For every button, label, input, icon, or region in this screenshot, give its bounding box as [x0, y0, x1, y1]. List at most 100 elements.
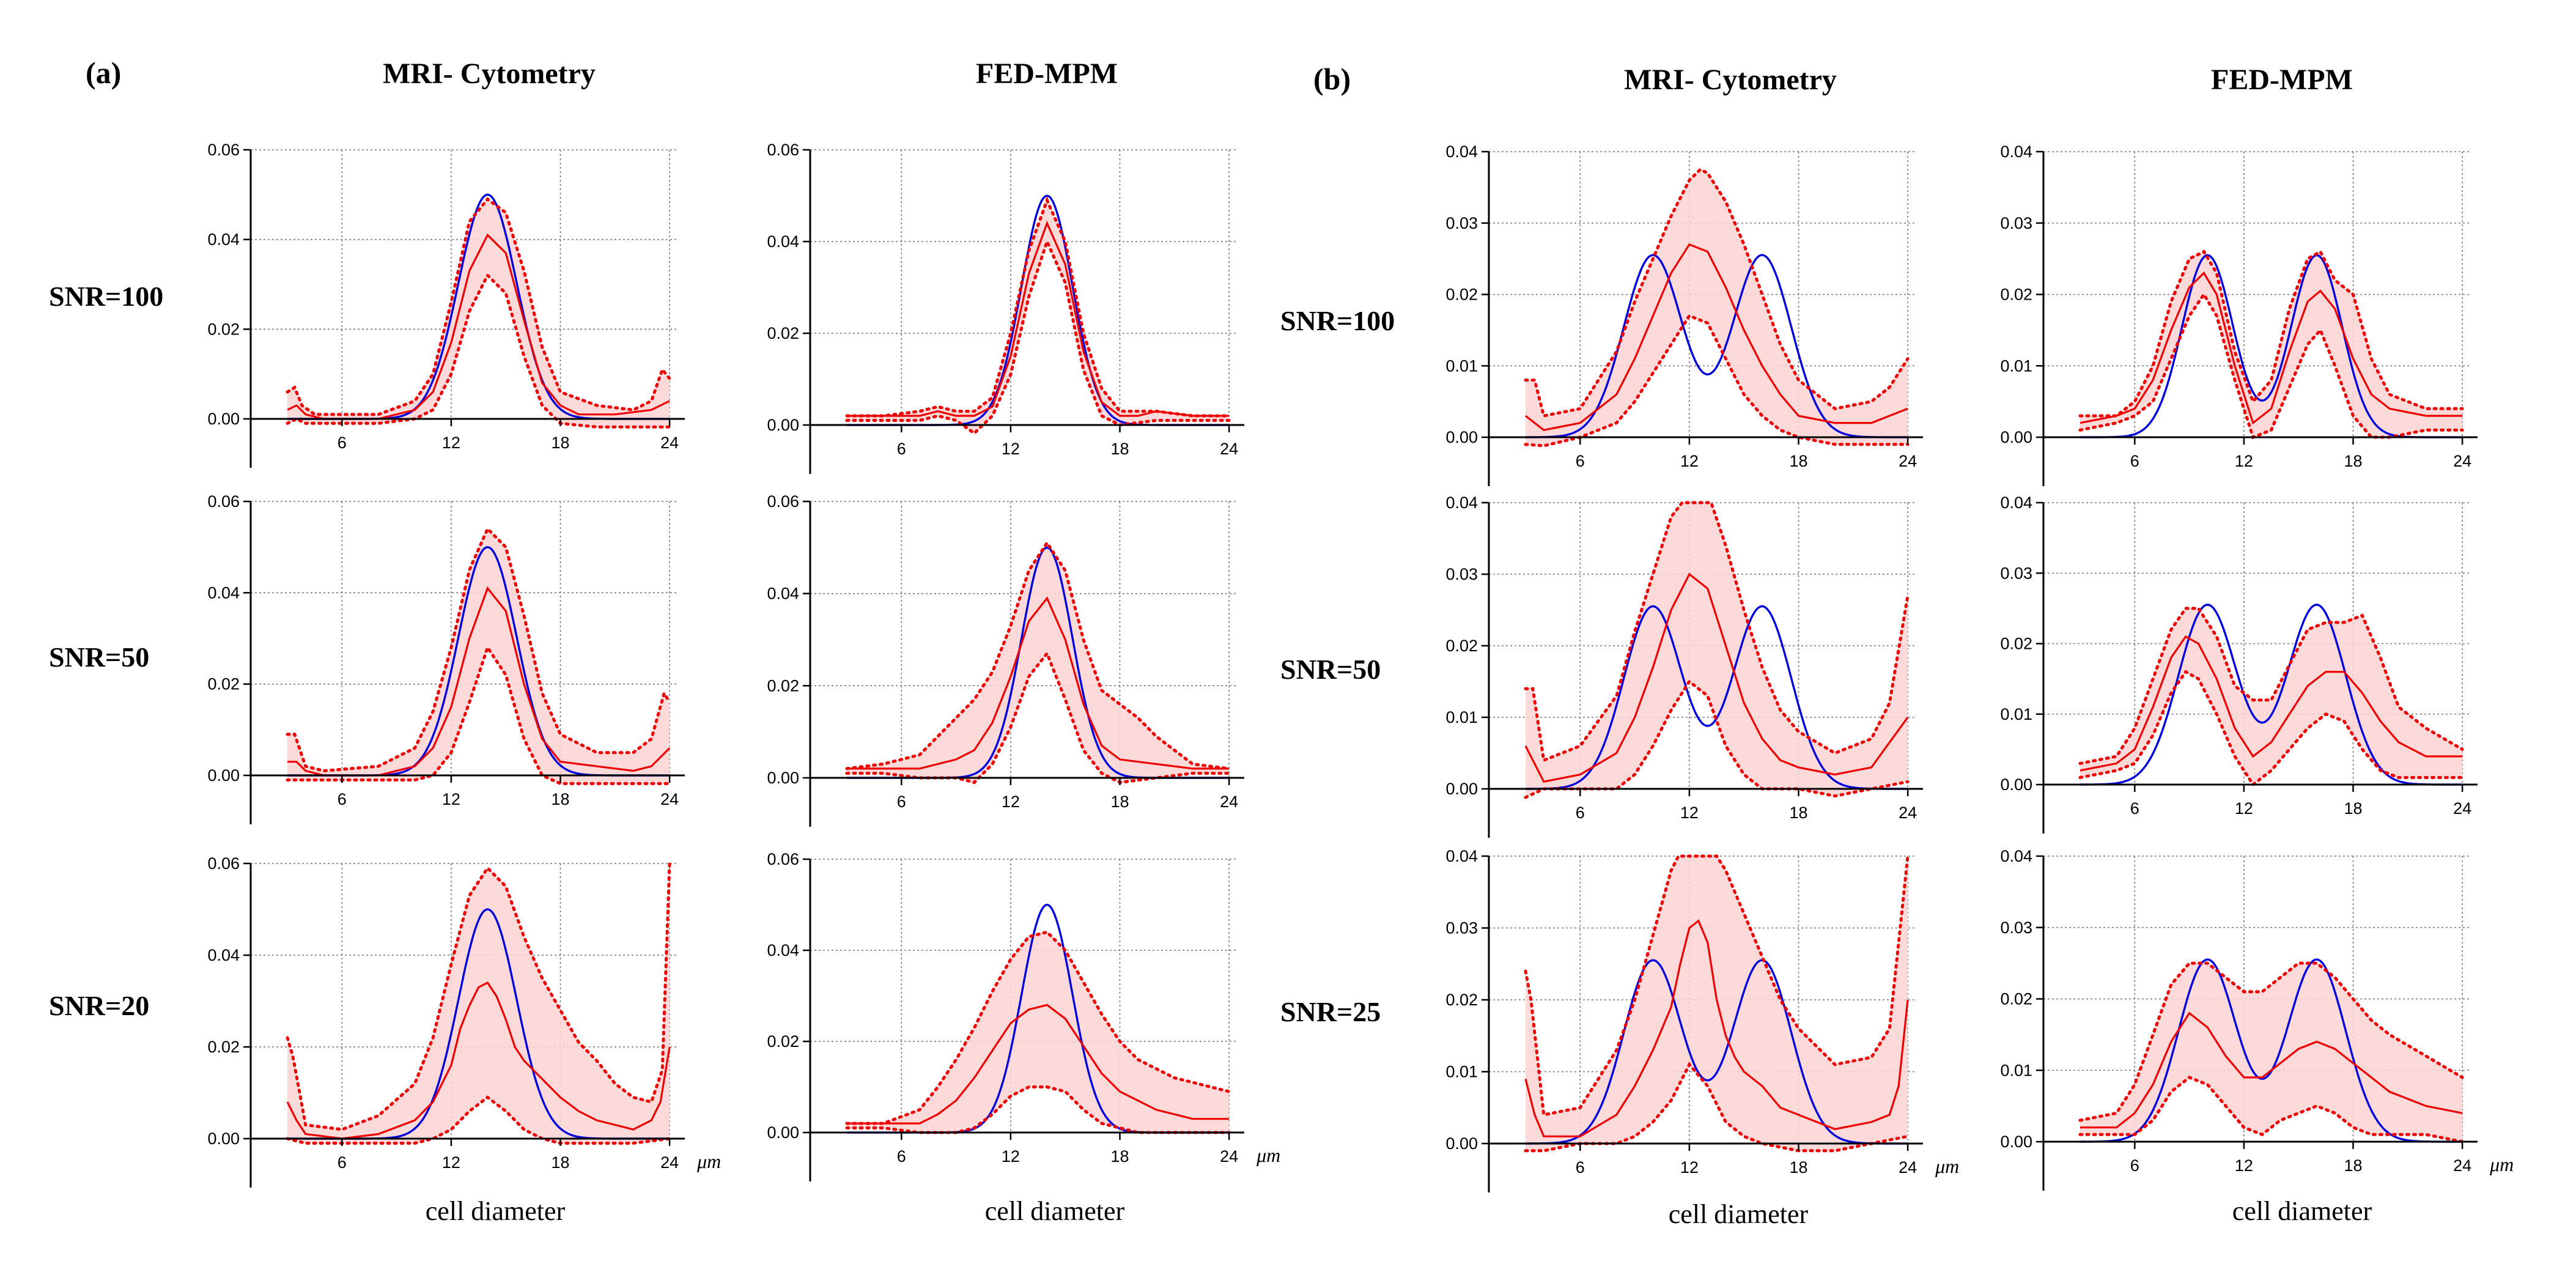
ci-band: [287, 199, 670, 427]
x-tick-label: 18: [1789, 1158, 1807, 1177]
y-tick-label: 0.02: [207, 675, 240, 693]
row-title-b-snr100: SNR=100: [1280, 305, 1395, 336]
ci-band: [287, 863, 670, 1144]
y-tick-label: 0.02: [1445, 991, 1478, 1009]
x-unit-label: μm: [2489, 1153, 2514, 1175]
y-tick-label: 0.00: [1445, 780, 1478, 798]
panel-b-label: (b): [1313, 62, 1351, 96]
ci-upper-line: [2078, 607, 2464, 765]
ci-upper-line: [2078, 961, 2464, 1122]
truth-line: [1526, 254, 1908, 438]
y-tick-label: 0.01: [1445, 357, 1478, 375]
y-tick-label: 0.04: [1445, 847, 1478, 865]
ci-band: [847, 542, 1230, 783]
ci-lower-line: [2078, 1076, 2464, 1144]
x-tick-label: 6: [1576, 1158, 1585, 1177]
ci-band: [847, 932, 1230, 1133]
xlabel-a-mri: cell diameter: [426, 1196, 566, 1226]
x-tick-label: 24: [1899, 452, 1917, 470]
subplot-b-mri-snr50: 0.00 0.01 0.02 0.03 0.04 6 12 18 24: [1445, 493, 1923, 838]
y-tick-label: 0.00: [1445, 428, 1478, 446]
x-tick-label: 18: [1789, 452, 1807, 470]
row-title-b-snr25: SNR=25: [1280, 996, 1381, 1027]
ci-band: [847, 200, 1230, 434]
mean-line: [286, 981, 671, 1140]
y-tick-label: 0.00: [207, 1129, 240, 1148]
x-tick-label: 6: [897, 1147, 906, 1166]
x-unit-label: μm: [1935, 1155, 1959, 1177]
row-title-a-snr100: SNR=100: [49, 281, 163, 312]
ci-band: [1526, 503, 1908, 797]
y-tick-label: 0.01: [2000, 705, 2032, 723]
ci-band: [2080, 963, 2463, 1142]
subplot-b-fed-snr50: 0.00 0.01 0.02 0.03 0.04 6 12 18 24: [2000, 493, 2478, 833]
mean-line: [847, 596, 1230, 770]
y-tick-label: 0.02: [1445, 286, 1478, 304]
x-tick-label: 6: [338, 790, 347, 808]
y-tick-label: 0.04: [207, 946, 240, 964]
y-tick-label: 0.04: [2000, 847, 2032, 865]
x-tick-label: 6: [897, 793, 906, 811]
ci-upper-line: [286, 526, 671, 773]
subplot-a-mri-snr20: 0.00 0.02 0.04 0.06 6 12 18 24 μm: [207, 854, 721, 1188]
y-tick-label: 0.03: [2000, 918, 2032, 937]
x-tick-label: 12: [1002, 1147, 1020, 1166]
y-tick-label: 0.01: [1445, 1063, 1478, 1081]
x-tick-label: 18: [1110, 793, 1129, 811]
x-tick-label: 6: [2130, 799, 2139, 818]
x-tick-label: 6: [2130, 1156, 2139, 1175]
ci-lower-line: [2078, 670, 2464, 787]
truth-line: [2080, 604, 2463, 786]
ci-lower-line: [845, 650, 1231, 785]
subplots-group: 0.00 0.02 0.04 0.06 6 12 18 24 0.00 0.02 0.04 0.06 6…: [207, 141, 2514, 1192]
subplot-a-fed-snr20: 0.00 0.02 0.04 0.06 6 12 18 24 μm: [767, 850, 1280, 1181]
y-tick-label: 0.03: [2000, 214, 2032, 232]
x-unit-label: μm: [1256, 1144, 1280, 1166]
y-tick-label: 0.03: [1445, 919, 1478, 937]
subplot-b-fed-snr100: 0.00 0.01 0.02 0.03 0.04 6 12 18 24: [2000, 142, 2478, 486]
x-tick-label: 6: [897, 440, 906, 458]
x-tick-label: 12: [442, 1153, 460, 1172]
x-tick-label: 6: [2130, 452, 2139, 470]
y-tick-label: 0.02: [767, 324, 799, 342]
y-tick-label: 0.06: [767, 850, 799, 868]
y-tick-label: 0.02: [207, 320, 240, 338]
x-tick-label: 12: [1680, 804, 1699, 822]
mean-line: [2080, 271, 2463, 425]
ci-upper-line: [286, 197, 671, 416]
xlabel-a-fed: cell diameter: [985, 1196, 1125, 1226]
ci-upper-line: [845, 930, 1231, 1125]
x-tick-label: 24: [1220, 1147, 1238, 1166]
y-tick-label: 0.01: [1445, 708, 1478, 726]
y-tick-label: 0.06: [207, 141, 240, 159]
row-title-b-snr50: SNR=50: [1280, 654, 1381, 685]
ci-band: [2080, 251, 2463, 437]
ci-band: [287, 528, 670, 784]
x-tick-label: 6: [338, 434, 347, 452]
y-tick-label: 0.02: [2000, 635, 2032, 653]
ci-lower-line: [845, 237, 1231, 435]
y-tick-label: 0.02: [2000, 990, 2032, 1008]
y-tick-label: 0.03: [1445, 214, 1478, 232]
x-tick-label: 24: [1220, 793, 1238, 811]
y-tick-label: 0.02: [2000, 286, 2032, 304]
x-tick-label: 12: [1002, 440, 1020, 458]
ci-upper-line: [2078, 249, 2464, 418]
y-tick-label: 0.00: [2000, 775, 2032, 794]
subplot-a-mri-snr100: 0.00 0.02 0.04 0.06 6 12 18 24: [207, 141, 685, 468]
y-tick-label: 0.00: [767, 769, 799, 787]
x-tick-label: 18: [1110, 1147, 1129, 1166]
x-tick-label: 18: [551, 790, 569, 808]
mean-line: [847, 1003, 1230, 1125]
ci-lower-line: [286, 273, 671, 429]
y-tick-label: 0.00: [767, 1123, 799, 1142]
y-tick-label: 0.00: [207, 410, 240, 428]
subplot-a-fed-snr100: 0.00 0.02 0.04 0.06 6 12 18 24: [767, 141, 1244, 474]
y-tick-label: 0.04: [767, 232, 799, 251]
y-tick-label: 0.04: [207, 583, 240, 602]
x-tick-label: 6: [1576, 452, 1585, 470]
y-tick-label: 0.00: [2000, 1133, 2032, 1151]
panel-a-label: (a): [86, 56, 121, 90]
ci-lower-line: [1524, 314, 1910, 448]
